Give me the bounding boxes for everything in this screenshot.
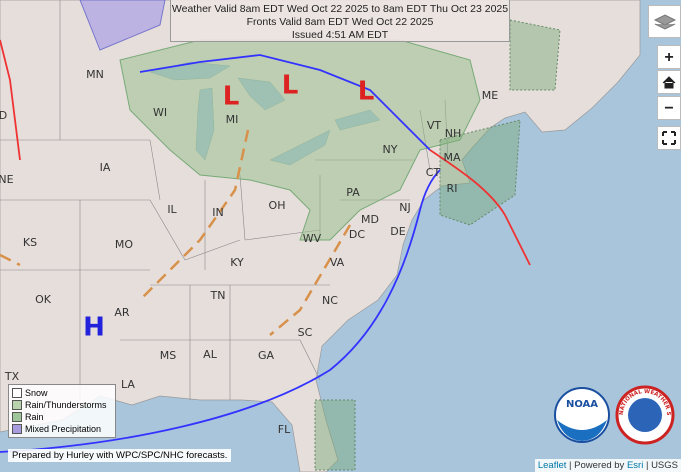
layers-icon [653, 14, 677, 30]
trough [0, 129, 352, 336]
legend-label: Rain [25, 412, 44, 422]
high-pressure: H [83, 313, 105, 343]
state-label: WI [153, 106, 167, 119]
state-label: DC [349, 228, 365, 241]
state-label: IA [100, 161, 111, 174]
state-label: AL [203, 348, 218, 361]
state-label: WV [303, 232, 322, 245]
state-label: KY [230, 256, 244, 269]
home-button[interactable] [657, 70, 681, 94]
low-pressure: L [358, 77, 375, 107]
legend-label: Rain/Thunderstorms [25, 400, 107, 410]
state-label: RI [447, 182, 458, 195]
legend-item: Mixed Precipitation [12, 423, 112, 435]
state-label: TN [210, 289, 226, 302]
header-line: Fronts Valid 8am EDT Wed Oct 22 2025 [246, 16, 434, 28]
low-pressure: L [223, 82, 240, 112]
state-label: MS [160, 349, 176, 362]
legend-item: Rain/Thunderstorms [12, 399, 112, 411]
noaa-logo: NOAA [554, 387, 610, 443]
state-label: OH [269, 199, 286, 212]
low-pressure: L [282, 71, 299, 101]
state-label: TX [4, 370, 20, 383]
logo-text: NOAA [566, 399, 598, 410]
header-line: Issued 4:51 AM EDT [291, 29, 389, 41]
leaflet-link[interactable]: Leaflet [537, 460, 567, 471]
zoom-in-button[interactable]: + [657, 45, 681, 69]
legend: Snow Rain/Thunderstorms Rain Mixed Preci… [8, 384, 116, 438]
state-label: VT [427, 119, 442, 132]
state-label: FL [278, 423, 291, 436]
cold-front-2 [139, 54, 431, 151]
state-label: PA [346, 186, 360, 199]
state-label: DE [390, 225, 405, 238]
state-label: CT [426, 166, 441, 179]
legend-item: Snow [12, 387, 112, 399]
state-label: SC [298, 326, 313, 339]
credit: Prepared by Hurley with WPC/SPC/NHC fore… [8, 449, 232, 462]
home-icon [662, 76, 676, 89]
header: Weather Valid 8am EDT Wed Oct 22 2025 to… [170, 0, 510, 42]
state-label: OK [35, 293, 52, 306]
state-label: IL [167, 203, 177, 216]
fullscreen-icon [662, 131, 676, 145]
attribution-text: | USGS [645, 460, 678, 471]
state-label: MA [443, 151, 460, 164]
state-label: NJ [399, 201, 410, 214]
legend-label: Mixed Precipitation [25, 424, 102, 434]
warm-front [0, 39, 531, 266]
zoom-out-button[interactable]: − [657, 96, 681, 120]
state-label: NE [0, 173, 14, 186]
esri-link[interactable]: Esri [626, 460, 644, 471]
attribution-text: | Powered by [569, 460, 625, 471]
legend-label: Snow [25, 388, 48, 398]
legend-item: Rain [12, 411, 112, 423]
state-label: GA [258, 349, 275, 362]
state-label: IN [212, 206, 223, 219]
state-label: VA [330, 256, 345, 269]
state-label: NY [383, 143, 398, 156]
state-label: MI [226, 113, 239, 126]
attribution: Leaflet | Powered by Esri | USGS [534, 459, 681, 472]
layers-button[interactable] [648, 5, 681, 38]
state-label: AR [114, 306, 130, 319]
state-label: ME [482, 89, 498, 102]
state-label: MO [115, 238, 133, 251]
state-labels: MN WI MI IA IL IN OH PA NY VT NH ME MA C… [0, 68, 498, 436]
header-line: Weather Valid 8am EDT Wed Oct 22 2025 to… [171, 3, 509, 15]
state-label: LA [121, 378, 135, 391]
state-label: D [0, 109, 7, 122]
state-label: NC [322, 294, 338, 307]
state-label: KS [23, 236, 37, 249]
state-label: NH [445, 127, 462, 140]
precip-rain [314, 19, 561, 471]
mixed-precip [79, 0, 166, 51]
state-label: MN [86, 68, 104, 81]
cold-front [0, 169, 441, 453]
fullscreen-button[interactable] [657, 126, 681, 150]
state-label: MD [361, 213, 379, 226]
